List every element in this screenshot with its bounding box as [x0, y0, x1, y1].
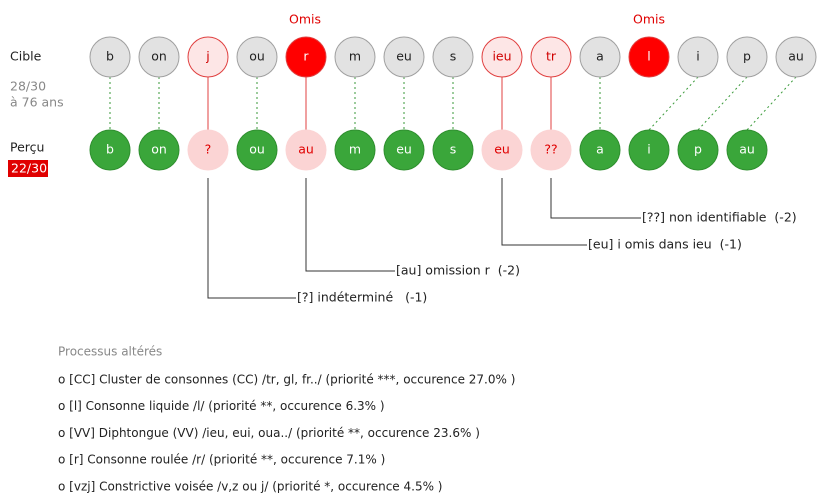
target-phoneme [726, 36, 768, 78]
perceived-phoneme [579, 129, 621, 171]
target-text: l [647, 49, 650, 64]
perceived-text: ? [205, 142, 212, 157]
target-phoneme [187, 36, 229, 78]
perceived-phoneme [89, 129, 131, 171]
target-text: j [205, 49, 209, 64]
target-text: ou [249, 49, 265, 64]
target-text: au [788, 49, 804, 64]
error-label: [??] non identifiable (-2) [642, 210, 797, 225]
perceived-text: eu [396, 142, 412, 157]
target-text: on [151, 49, 167, 64]
target-text: b [106, 49, 114, 64]
omitted-label: Omis [289, 12, 321, 27]
perceived-phoneme [334, 129, 376, 171]
perceived-text: ou [249, 142, 265, 157]
process-item: o [r] Consonne roulée /r/ (priorité **, … [58, 453, 385, 467]
target-text: eu [396, 49, 412, 64]
target-text: tr [546, 49, 557, 64]
perceived-text: eu [494, 142, 510, 157]
perceived-text: a [596, 142, 604, 157]
perceived-text: on [151, 142, 167, 157]
callout-line [207, 178, 296, 299]
target-phoneme [481, 36, 523, 78]
error-label: [au] omission r (-2) [396, 263, 520, 278]
target-text: m [349, 49, 361, 64]
target-phoneme [579, 36, 621, 78]
perceived-phoneme [432, 129, 474, 171]
perceived-phoneme [236, 129, 278, 171]
link [697, 76, 748, 131]
perceived-text: i [647, 142, 650, 157]
target-phoneme [628, 36, 670, 78]
target-phoneme [383, 36, 425, 78]
error-label: [?] indéterminé (-1) [297, 290, 427, 305]
perceived-score: 22/30 [11, 161, 47, 176]
perceived-phoneme [530, 129, 572, 171]
perceived-phoneme [726, 129, 768, 171]
target-text: ieu [492, 49, 511, 64]
link [746, 76, 797, 131]
process-item: o [VV] Diphtongue (VV) /ieu, eui, oua../… [58, 426, 480, 440]
perceived-text: s [450, 142, 457, 157]
target-phoneme [138, 36, 180, 78]
target-phoneme [432, 36, 474, 78]
perceived-text: b [106, 142, 114, 157]
callout-line [550, 178, 641, 219]
score-badge [8, 160, 48, 177]
process-item: o [CC] Cluster de consonnes (CC) /tr, gl… [58, 373, 515, 387]
perceived-phoneme [138, 129, 180, 171]
perceived-text: ?? [544, 142, 557, 157]
target-phoneme [89, 36, 131, 78]
target-text: i [696, 49, 699, 64]
target-text: r [303, 49, 309, 64]
process-item: o [l] Consonne liquide /l/ (priorité **,… [58, 399, 385, 413]
target-label: Cible [10, 49, 42, 64]
target-text: s [450, 49, 457, 64]
target-text: a [596, 49, 604, 64]
perceived-phoneme [285, 129, 327, 171]
perceived-label: Perçu [10, 140, 44, 155]
processes-title: Processus altérés [58, 345, 162, 359]
target-phoneme [236, 36, 278, 78]
target-score: 28/30 [10, 79, 46, 94]
target-text: p [743, 49, 751, 64]
perceived-text: au [739, 142, 755, 157]
age: à 76 ans [10, 95, 64, 110]
perceived-phoneme [677, 129, 719, 171]
target-phoneme [285, 36, 327, 78]
target-phoneme [677, 36, 719, 78]
perceived-text: m [349, 142, 361, 157]
callout-line [501, 178, 587, 246]
callout-line [305, 178, 395, 272]
perceived-phoneme [481, 129, 523, 171]
perceived-phoneme [628, 129, 670, 171]
perceived-text: p [694, 142, 702, 157]
target-phoneme [775, 36, 817, 78]
perceived-phoneme [383, 129, 425, 171]
target-phoneme [334, 36, 376, 78]
process-item: o [vzj] Constrictive voisée /v,z ou j/ (… [58, 479, 442, 493]
error-label: [eu] i omis dans ieu (-1) [588, 237, 742, 252]
perceived-text: au [298, 142, 314, 157]
link [648, 76, 699, 131]
omitted-label: Omis [633, 12, 665, 27]
target-phoneme [530, 36, 572, 78]
perceived-phoneme [187, 129, 229, 171]
